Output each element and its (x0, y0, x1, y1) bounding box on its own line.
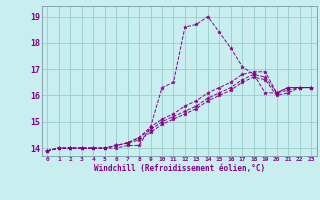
X-axis label: Windchill (Refroidissement éolien,°C): Windchill (Refroidissement éolien,°C) (94, 164, 265, 173)
